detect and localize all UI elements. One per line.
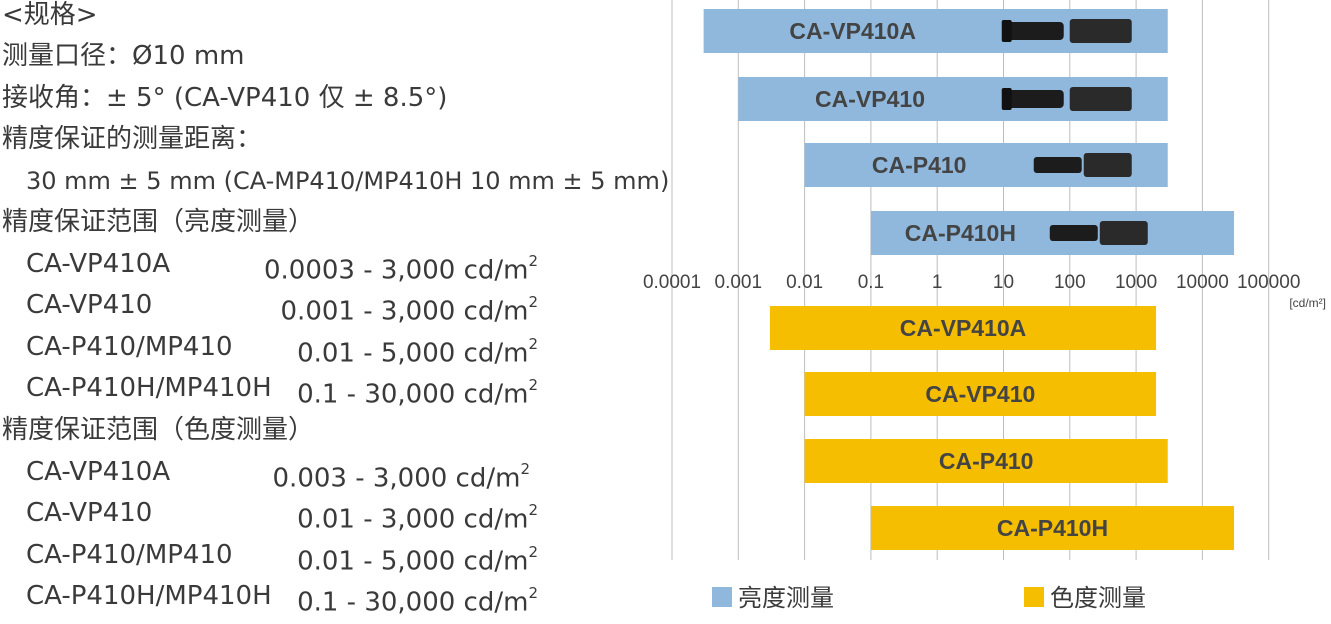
bar-label: CA-VP410A	[900, 315, 1027, 341]
luminance-model: CA-VP410A	[26, 249, 171, 279]
icon-lens	[1007, 22, 1064, 40]
icon-lens-tip	[1001, 20, 1012, 42]
range-bar	[804, 439, 1168, 483]
legend-swatch	[1024, 587, 1044, 607]
range-bar	[804, 372, 1157, 416]
icon-lens-tip	[1001, 88, 1012, 110]
icon-lens	[1049, 225, 1098, 241]
bar-label: CA-P410	[872, 152, 967, 178]
bar-label: CA-P410H	[905, 220, 1016, 246]
spec-luminance-heading: 精度保证范围（亮度测量）	[2, 207, 315, 237]
bar-label: CA-P410H	[997, 515, 1108, 541]
bar-label: CA-VP410	[925, 381, 1035, 407]
luminance-range: 0.001 - 3,000 cd/m2	[280, 293, 538, 327]
camera-short-icon	[1033, 153, 1132, 177]
icon-body	[1099, 221, 1148, 245]
luminance-range: 0.0003 - 3,000 cd/m2	[263, 252, 538, 286]
x-tick-label: 100000	[1237, 272, 1300, 293]
spec-aperture: 测量口径：Ø10 mm	[2, 41, 245, 71]
icon-body	[1069, 19, 1132, 43]
x-tick-label: 1	[932, 272, 943, 293]
icon-lens	[1033, 157, 1082, 173]
bar-label: CA-P410	[939, 448, 1034, 474]
chromaticity-model: CA-P410H/MP410H	[26, 581, 272, 611]
icon-body	[1083, 153, 1132, 177]
spec-distance-heading: 精度保证的测量距离：	[2, 124, 263, 154]
chromaticity-range: 0.1 - 30,000 cd/m2	[297, 584, 538, 618]
bar-label: CA-VP410	[815, 86, 925, 112]
spec-title: <规格>	[2, 0, 98, 30]
camera-short-icon	[1049, 221, 1148, 245]
x-tick-label: 0.1	[858, 272, 884, 293]
luminance-model: CA-P410H/MP410H	[26, 373, 272, 403]
chromaticity-model: CA-VP410	[26, 498, 153, 528]
legend-label: 亮度测量	[738, 584, 834, 612]
spec-acceptance-angle: 接收角：± 5° (CA-VP410 仅 ± 8.5°)	[2, 83, 448, 113]
luminance-model: CA-VP410	[26, 290, 153, 320]
camera-long-icon	[1001, 19, 1132, 43]
camera-long-icon	[1001, 87, 1132, 111]
legend-label: 色度测量	[1050, 584, 1146, 612]
range-bar	[769, 306, 1157, 350]
chromaticity-model: CA-P410/MP410	[26, 540, 233, 570]
range-bar	[870, 506, 1235, 550]
x-tick-label: 1000	[1115, 272, 1157, 293]
x-tick-label: 100	[1054, 272, 1086, 293]
x-tick-label: 0.01	[786, 272, 823, 293]
legend-swatch	[712, 587, 732, 607]
chromaticity-range: 0.01 - 5,000 cd/m2	[297, 543, 538, 577]
spec-distance-value: 30 mm ± 5 mm (CA-MP410/MP410H 10 mm ± 5 …	[26, 167, 670, 195]
luminance-range: 0.1 - 30,000 cd/m2	[297, 376, 538, 410]
icon-body	[1069, 87, 1132, 111]
spec-chromaticity-heading: 精度保证范围（色度测量）	[2, 415, 315, 445]
x-tick-label: 10000	[1176, 272, 1229, 293]
x-tick-label: 10	[993, 272, 1014, 293]
unit-label: [cd/m²]	[1289, 296, 1326, 310]
luminance-range: 0.01 - 5,000 cd/m2	[297, 335, 538, 369]
chromaticity-range: 0.003 - 3,000 cd/m2	[272, 460, 530, 494]
luminance-model: CA-P410/MP410	[26, 332, 233, 362]
icon-lens	[1007, 90, 1064, 108]
x-tick-label: 0.0001	[643, 272, 701, 293]
bar-label: CA-VP410A	[789, 18, 916, 44]
chromaticity-range: 0.01 - 3,000 cd/m2	[297, 501, 538, 535]
chromaticity-model: CA-VP410A	[26, 457, 171, 487]
x-tick-label: 0.001	[715, 272, 763, 293]
